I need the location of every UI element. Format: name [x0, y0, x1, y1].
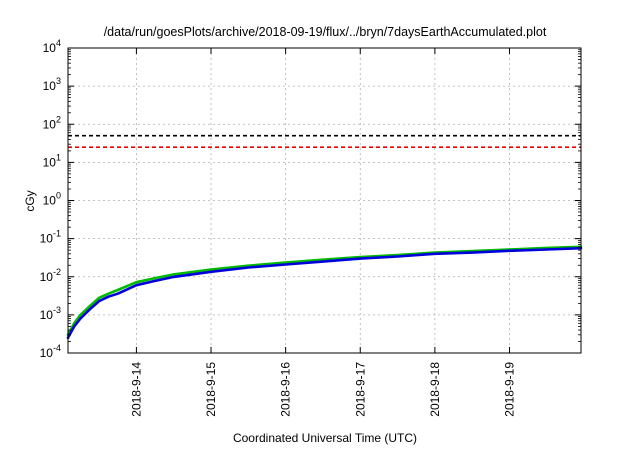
x-tick-label: 2018-9-15 [204, 362, 218, 417]
x-tick-labels: 2018-9-14 2018-9-15 2018-9-16 2018-9-17 2018… [129, 362, 516, 417]
y-tick-label: 10-4 [40, 343, 61, 360]
x-tick-label: 2018-9-19 [502, 362, 516, 417]
y-tick-label: 101 [43, 152, 61, 169]
series-line [66, 245, 583, 337]
y-tick-label: 10-3 [40, 305, 61, 322]
y-tick-label: 102 [43, 114, 61, 131]
y-tick-label: 10-1 [40, 229, 61, 246]
x-axis-label: Coordinated Universal Time (UTC) [233, 431, 417, 445]
x-tick-label: 2018-9-18 [428, 362, 442, 417]
threshold-lines [68, 134, 581, 149]
y-tick-label: 104 [43, 38, 61, 55]
series-lines [66, 245, 583, 340]
x-tick-label: 2018-9-14 [129, 362, 143, 417]
y-tick-label: 100 [43, 191, 61, 208]
x-tick-label: 2018-9-16 [279, 362, 293, 417]
y-tick-label: 10-2 [40, 267, 61, 284]
y-tick-label: 103 [43, 76, 61, 93]
series-line [66, 246, 583, 340]
x-tick-label: 2018-9-17 [353, 362, 367, 417]
tick-marks [68, 47, 581, 354]
chart-title: /data/run/goesPlots/archive/2018-09-19/f… [104, 25, 547, 39]
y-axis-label: cGy [23, 190, 37, 211]
y-tick-labels: 10-4 10-3 10-2 10-1 100 101 102 103 104 [40, 38, 61, 360]
